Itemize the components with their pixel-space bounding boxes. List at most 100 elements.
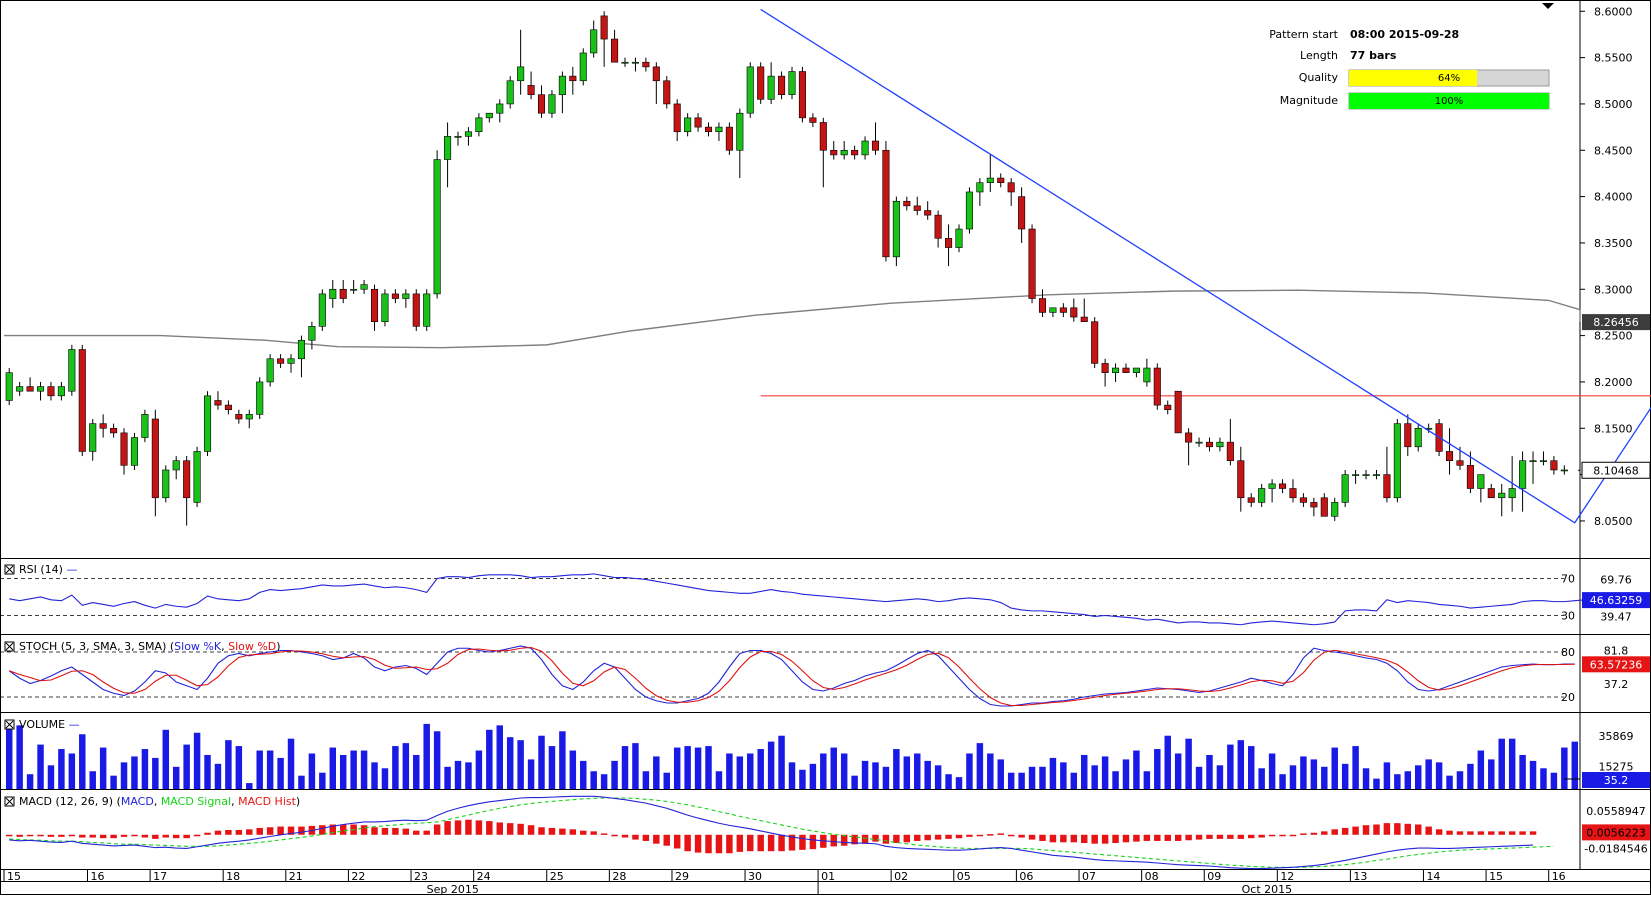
volume-bar bbox=[454, 760, 462, 789]
volume-bar bbox=[590, 771, 597, 789]
macd-hist-bar bbox=[172, 834, 180, 839]
volume-bar bbox=[1206, 754, 1213, 789]
volume-bar bbox=[1467, 763, 1474, 789]
last-price-tag bbox=[1581, 461, 1651, 479]
macd-hist-bar bbox=[433, 824, 441, 835]
macd-hist-bar bbox=[381, 827, 389, 835]
macd-hist-bar bbox=[5, 834, 13, 837]
volume-bar bbox=[1362, 768, 1370, 789]
volume-bar bbox=[861, 760, 869, 789]
day-label: 07 bbox=[1082, 870, 1096, 883]
volume-bar bbox=[851, 775, 858, 789]
volume-bar bbox=[1227, 744, 1234, 789]
day-label: 15 bbox=[7, 870, 21, 883]
pattern-line bbox=[760, 8, 1651, 524]
macd-hist-bar bbox=[1112, 834, 1119, 843]
macd-hist-bar bbox=[413, 830, 420, 835]
bull-candle bbox=[172, 460, 180, 471]
bear-candle bbox=[871, 140, 880, 151]
day-label: 09 bbox=[1207, 870, 1221, 883]
stoch-header: STOCH (5, 3, SMA, 3, SMA) (Slow %K, Slow… bbox=[19, 640, 281, 653]
bull-candle bbox=[965, 191, 973, 230]
volume-bar bbox=[68, 753, 76, 789]
bull-candle bbox=[475, 117, 483, 133]
macd-hist-bar bbox=[360, 825, 368, 835]
macd-last-label: -0.0184546 bbox=[1584, 843, 1647, 856]
macd-hist-bar bbox=[1101, 834, 1109, 844]
bear-candle bbox=[1101, 363, 1109, 373]
volume-last-label: 35.2 bbox=[1604, 774, 1629, 787]
pattern-info-label: Quality bbox=[1299, 71, 1339, 84]
volume-bar bbox=[1258, 768, 1265, 789]
bear-candle bbox=[99, 423, 107, 429]
volume-bar bbox=[1122, 759, 1130, 789]
volume-bar bbox=[642, 771, 650, 789]
pattern-info-label: Magnitude bbox=[1280, 94, 1339, 107]
moving-average-line bbox=[4, 289, 1581, 349]
macd-hist-bar bbox=[559, 828, 566, 835]
bear-candle bbox=[1059, 307, 1067, 313]
volume-bar bbox=[559, 731, 566, 789]
macd-hist-bar bbox=[673, 834, 681, 849]
bear-candle bbox=[934, 214, 942, 239]
volume-bar bbox=[1331, 747, 1338, 789]
bear-candle bbox=[1080, 316, 1088, 323]
macd-hist-bar bbox=[465, 819, 472, 835]
macd-hist-bar bbox=[1268, 834, 1276, 837]
bull-candle bbox=[1372, 474, 1381, 476]
macd-hist-bar bbox=[392, 827, 399, 835]
pattern-info-label: Pattern start bbox=[1269, 28, 1338, 41]
volume-bar bbox=[277, 757, 284, 789]
bear-candle bbox=[673, 103, 681, 133]
bull-candle bbox=[1362, 474, 1370, 476]
day-label: 30 bbox=[748, 870, 762, 883]
macd-hist-bar bbox=[1143, 834, 1151, 841]
volume-bar bbox=[621, 746, 629, 789]
day-label: 25 bbox=[550, 870, 564, 883]
volume-bar bbox=[423, 723, 430, 789]
volume-bar bbox=[987, 753, 994, 789]
volume-bar bbox=[99, 747, 107, 789]
volume-bar bbox=[496, 725, 503, 789]
macd-header-part: , bbox=[154, 795, 161, 808]
day-label: 13 bbox=[1353, 870, 1367, 883]
bear-candle bbox=[26, 386, 34, 392]
macd-hist-bar bbox=[569, 829, 577, 835]
level-label: 20 bbox=[1561, 691, 1575, 704]
bull-candle bbox=[1560, 469, 1568, 472]
bull-candle bbox=[245, 414, 253, 420]
bear-candle bbox=[924, 210, 932, 216]
macd-hist-bar bbox=[580, 830, 587, 835]
volume-bar bbox=[214, 763, 222, 789]
volume-bar bbox=[684, 746, 691, 789]
price-tick-label: 8.2000 bbox=[1594, 376, 1633, 389]
bear-candle bbox=[1070, 307, 1078, 318]
bull-candle bbox=[454, 136, 462, 138]
bull-candle bbox=[1393, 423, 1401, 499]
volume-header-part: VOLUME bbox=[19, 718, 69, 731]
bear-candle bbox=[370, 288, 379, 322]
bull-candle bbox=[892, 200, 900, 258]
macd-hist-bar bbox=[747, 834, 754, 852]
volume-bar bbox=[350, 750, 357, 789]
volume-bar bbox=[141, 749, 149, 789]
bear-candle bbox=[339, 288, 347, 299]
volume-bar bbox=[611, 760, 618, 789]
macd-hist-bar bbox=[152, 834, 159, 839]
macd-hist-bar bbox=[1133, 834, 1140, 842]
macd-hist-bar bbox=[1279, 834, 1286, 837]
macd-hist-bar bbox=[1404, 823, 1412, 835]
bull-candle bbox=[350, 288, 358, 291]
macd-hist-bar bbox=[1488, 831, 1495, 835]
macd-hist-bar bbox=[987, 834, 994, 836]
bear-candle bbox=[704, 126, 713, 133]
volume-bar bbox=[120, 762, 128, 789]
macd-hist-bar bbox=[1321, 831, 1328, 835]
bull-candle bbox=[1268, 483, 1276, 489]
bull-candle bbox=[840, 149, 848, 156]
price-tick-label: 8.6000 bbox=[1594, 5, 1633, 18]
volume-bar bbox=[1216, 765, 1224, 789]
macd-hist-bar bbox=[1529, 831, 1537, 835]
bear-candle bbox=[1550, 460, 1558, 471]
macd-hist-bar bbox=[851, 834, 858, 845]
